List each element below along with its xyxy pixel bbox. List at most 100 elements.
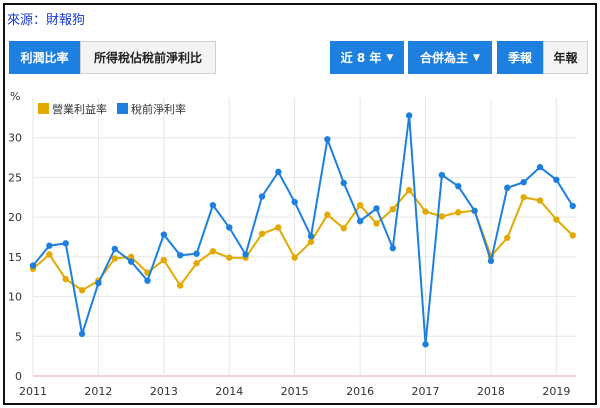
chevron-down-icon: ▼: [386, 52, 394, 63]
data-point[interactable]: [275, 168, 282, 176]
data-point[interactable]: [536, 163, 544, 171]
data-point[interactable]: [520, 178, 527, 186]
legend-label[interactable]: 營業利益率: [52, 102, 107, 116]
data-point[interactable]: [176, 282, 184, 289]
y-tick-label: 5: [15, 330, 22, 343]
data-point[interactable]: [422, 208, 429, 215]
data-point[interactable]: [504, 184, 511, 191]
x-tick-label: 2016: [346, 385, 374, 398]
data-point[interactable]: [242, 251, 249, 258]
data-point[interactable]: [324, 136, 331, 143]
data-point[interactable]: [226, 254, 233, 261]
data-point[interactable]: [258, 230, 266, 238]
tab-tax-ratio[interactable]: 所得稅佔稅前淨利比: [80, 41, 216, 74]
data-point[interactable]: [356, 202, 364, 209]
data-point[interactable]: [78, 330, 86, 338]
legend-swatch: [38, 103, 49, 114]
data-point[interactable]: [127, 253, 135, 261]
data-point[interactable]: [307, 238, 315, 245]
source-label: 來源：財報狗: [7, 13, 86, 28]
chart-grid: [32, 98, 576, 377]
data-point[interactable]: [78, 287, 86, 294]
legend-label[interactable]: 稅前淨利率: [131, 102, 186, 116]
x-tick-label: 2014: [215, 385, 243, 398]
data-point[interactable]: [373, 220, 380, 227]
range-dropdown-label: 近 8 年: [340, 51, 382, 65]
data-point[interactable]: [95, 279, 102, 287]
data-point[interactable]: [46, 242, 53, 249]
range-dropdown[interactable]: 近 8 年 ▼: [330, 41, 404, 74]
y-tick-label: 20: [8, 211, 22, 224]
data-point[interactable]: [193, 260, 200, 267]
data-point[interactable]: [553, 176, 560, 184]
series-layer: [29, 112, 576, 348]
data-point[interactable]: [520, 194, 527, 201]
legend-swatch: [117, 103, 128, 114]
series-line: [32, 188, 574, 292]
tab-profit-ratio-label: 利潤比率: [20, 51, 69, 65]
data-point[interactable]: [111, 255, 118, 262]
data-point[interactable]: [176, 252, 184, 259]
y-tick-label: 10: [8, 291, 22, 304]
data-point[interactable]: [553, 216, 560, 223]
data-point[interactable]: [324, 211, 331, 218]
data-point[interactable]: [160, 231, 168, 238]
data-point[interactable]: [160, 256, 168, 264]
tab-tax-ratio-label: 所得稅佔稅前淨利比: [93, 51, 202, 65]
data-point[interactable]: [487, 257, 495, 265]
data-point[interactable]: [455, 182, 462, 190]
y-tick-label: 25: [8, 171, 22, 184]
chevron-down-icon: ▼: [473, 52, 480, 63]
y-tick-label: 15: [8, 251, 22, 264]
data-point[interactable]: [373, 205, 380, 212]
y-axis: 0 5 10 15 20 25 30: [8, 132, 22, 383]
x-tick-label: 2017: [412, 385, 440, 398]
data-point[interactable]: [226, 224, 233, 231]
x-tick-label: 2015: [281, 385, 309, 398]
data-point[interactable]: [291, 198, 298, 206]
data-point[interactable]: [111, 245, 118, 253]
data-point[interactable]: [46, 251, 53, 258]
consolidation-dropdown[interactable]: 合併為主 ▼: [408, 41, 492, 74]
data-point[interactable]: [471, 207, 478, 214]
data-point[interactable]: [405, 112, 413, 119]
data-point[interactable]: [307, 233, 315, 240]
data-point[interactable]: [536, 197, 544, 204]
data-point[interactable]: [29, 262, 37, 269]
data-point[interactable]: [127, 258, 135, 265]
data-point[interactable]: [209, 248, 217, 255]
data-point[interactable]: [62, 275, 69, 283]
data-point[interactable]: [438, 171, 446, 179]
tab-profit-ratio[interactable]: 利潤比率: [9, 41, 80, 74]
data-point[interactable]: [209, 202, 217, 209]
series-1: [29, 112, 576, 348]
yearly-button[interactable]: 年報: [543, 41, 588, 74]
data-point[interactable]: [422, 341, 429, 348]
data-point[interactable]: [62, 240, 69, 247]
data-point[interactable]: [340, 225, 347, 232]
y-axis-label: %: [10, 90, 20, 103]
data-point[interactable]: [438, 213, 446, 220]
data-point[interactable]: [340, 179, 347, 187]
data-point[interactable]: [275, 224, 282, 231]
data-point[interactable]: [455, 209, 462, 216]
data-point[interactable]: [144, 277, 151, 284]
y-tick-label: 30: [8, 132, 22, 145]
x-tick-label: 2013: [150, 385, 178, 398]
data-point[interactable]: [356, 217, 364, 225]
quarterly-button-label: 季報: [507, 51, 532, 65]
data-point[interactable]: [389, 244, 397, 252]
data-point[interactable]: [389, 206, 397, 213]
data-point[interactable]: [569, 232, 576, 239]
x-tick-label: 2012: [84, 385, 112, 398]
data-point[interactable]: [504, 234, 511, 241]
data-point[interactable]: [405, 186, 413, 194]
data-point[interactable]: [569, 202, 576, 210]
data-point[interactable]: [258, 193, 266, 200]
data-point[interactable]: [291, 254, 298, 261]
chart-legend: 營業利益率 稅前淨利率: [38, 102, 186, 116]
data-point[interactable]: [193, 250, 200, 257]
x-tick-label: 2018: [477, 385, 505, 398]
quarterly-button[interactable]: 季報: [497, 41, 543, 74]
